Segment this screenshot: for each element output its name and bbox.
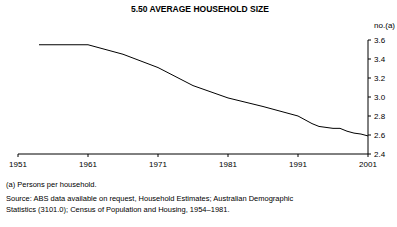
y-tick <box>368 135 371 136</box>
series-line <box>39 45 368 136</box>
title: 5.50 AVERAGE HOUSEHOLD SIZE <box>131 4 269 14</box>
x-tick <box>18 154 19 157</box>
x-tick-label: 1991 <box>289 160 307 169</box>
y-tick-label: 2.4 <box>374 150 386 159</box>
y-tick-label: 2.6 <box>374 131 386 140</box>
y-tick <box>368 78 371 79</box>
y-tick <box>368 154 371 155</box>
chart: 5.50 AVERAGE HOUSEHOLD SIZE no.(a) 1951 196… <box>0 0 397 227</box>
x-tick <box>158 154 159 157</box>
x-tick <box>228 154 229 157</box>
y-tick-label: 2.8 <box>374 112 386 121</box>
footnote: (a) Persons per household. <box>6 180 96 189</box>
x-tick-label: 1981 <box>219 160 237 169</box>
source: Statistics (3101.0); Census of Populatio… <box>6 205 229 214</box>
x-tick <box>88 154 89 157</box>
y-tick <box>368 59 371 60</box>
plot-area <box>39 45 368 136</box>
x-tick-label: 1951 <box>9 160 27 169</box>
x-axis <box>18 154 368 155</box>
x-tick-label: 1971 <box>149 160 167 169</box>
source: Source: ABS data available on request, H… <box>6 194 293 203</box>
y-tick-label: 3.4 <box>374 55 386 64</box>
y-tick-label: 3.0 <box>374 93 386 102</box>
y-tick <box>368 40 371 41</box>
y-tick-label: 3.6 <box>374 36 386 45</box>
x-tick <box>298 154 299 157</box>
y-tick <box>368 97 371 98</box>
x-tick-label: 1961 <box>79 160 97 169</box>
y-tick-label: 3.2 <box>374 74 386 83</box>
y-label: no.(a) <box>374 21 395 30</box>
x-tick-label: 2001 <box>359 160 377 169</box>
y-tick <box>368 116 371 117</box>
